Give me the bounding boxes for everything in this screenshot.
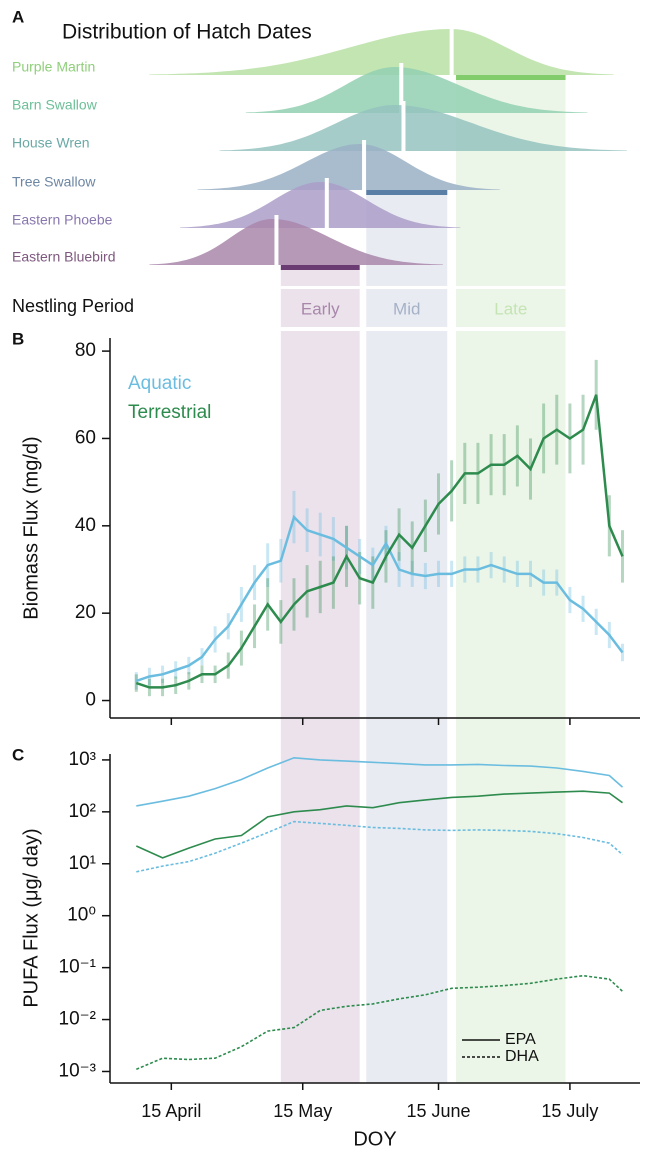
legend-label: Aquatic	[128, 373, 191, 394]
y-tick-label: 10⁻²	[59, 1009, 97, 1030]
x-tick-label: 15 May	[273, 1101, 332, 1121]
legend-label: Terrestrial	[128, 402, 211, 423]
y-tick-label: 10⁰	[67, 905, 96, 926]
legend-label: EPA	[505, 1031, 536, 1048]
species-label: Eastern Bluebird	[12, 249, 116, 265]
separator	[275, 327, 570, 331]
x-axis-label: DOY	[353, 1128, 396, 1150]
species-label: House Wren	[12, 135, 90, 151]
panel-letter: A	[12, 7, 24, 26]
y-tick-label: 10²	[69, 801, 96, 822]
series-line	[136, 756, 624, 807]
chart-title: Distribution of Hatch Dates	[62, 21, 312, 44]
y-tick-label: 80	[75, 340, 96, 361]
nestling-bar	[366, 190, 448, 195]
panel-letter: B	[12, 329, 24, 348]
ridge	[149, 29, 614, 75]
series-line	[135, 394, 624, 689]
series-line	[135, 790, 623, 859]
y-tick-label: 10¹	[69, 853, 96, 874]
x-tick-label: 15 June	[406, 1101, 470, 1121]
species-label: Tree Swallow	[12, 174, 96, 190]
y-axis-label: Biomass Flux (mg/d)	[20, 436, 42, 619]
y-tick-label: 20	[75, 602, 96, 623]
y-tick-label: 0	[85, 690, 96, 711]
ridge	[149, 219, 443, 265]
y-axis-label: PUFA Flux (μg/ day)	[20, 828, 42, 1007]
y-tick-label: 10⁻¹	[59, 957, 97, 978]
period-shade	[456, 75, 566, 1083]
y-tick-label: 60	[75, 427, 96, 448]
ridge	[197, 144, 500, 190]
y-tick-label: 10³	[69, 749, 96, 770]
legend-label: DHA	[505, 1048, 539, 1065]
series-line	[135, 514, 624, 683]
panel-letter: C	[12, 745, 24, 764]
species-label: Eastern Phoebe	[12, 212, 113, 228]
x-tick-label: 15 April	[141, 1101, 201, 1121]
ridge	[180, 182, 461, 228]
ridge	[219, 105, 627, 151]
species-label: Purple Martin	[12, 59, 95, 75]
period-name: Early	[301, 299, 340, 318]
ridge	[245, 67, 588, 113]
species-label: Barn Swallow	[12, 97, 98, 113]
separator	[275, 286, 570, 289]
period-label: Nestling Period	[12, 296, 134, 316]
nestling-bar	[456, 75, 566, 80]
period-name: Late	[494, 299, 527, 318]
y-tick-label: 40	[75, 515, 96, 536]
x-tick-label: 15 July	[541, 1101, 598, 1121]
period-shade	[280, 265, 360, 1083]
series-line	[135, 974, 624, 1071]
period-name: Mid	[393, 299, 420, 318]
y-tick-label: 10⁻³	[59, 1060, 97, 1081]
period-shade	[366, 190, 448, 1083]
series-line	[136, 820, 624, 873]
nestling-bar	[280, 265, 360, 270]
